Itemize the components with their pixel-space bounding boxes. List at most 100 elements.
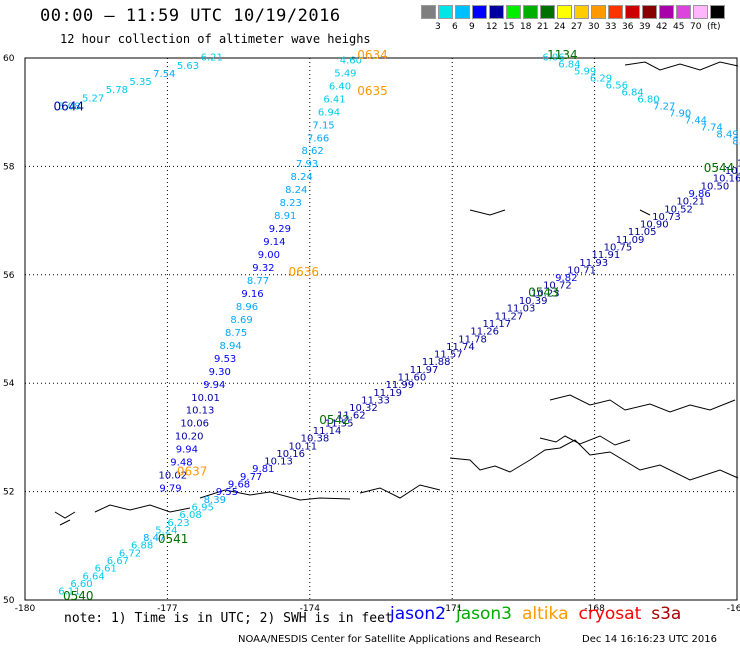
legend-entry: s3a	[651, 604, 682, 624]
wave-height-label: 10.23	[531, 288, 560, 299]
wave-height-label: 9.30	[209, 367, 231, 378]
lon-tick-label: -168	[584, 604, 605, 614]
wave-height-label: 6.88	[131, 541, 153, 552]
map-frame	[24, 57, 738, 601]
wave-height-label: 9.86	[689, 189, 711, 200]
wave-height-label: 9.00	[258, 250, 280, 261]
wave-height-label: 6.84	[558, 60, 580, 71]
page-subtitle: 12 hour collection of altimeter wave hei…	[60, 32, 371, 46]
wave-height-label: 9.16	[241, 289, 263, 300]
wave-height-label: 6.08	[179, 510, 201, 521]
pass-time-label: 0636	[288, 265, 319, 279]
scale-label: 18	[520, 22, 532, 32]
wave-height-label: 8.24	[291, 172, 313, 183]
scale-swatch	[438, 5, 453, 19]
wave-height-label: 6.61	[95, 564, 117, 575]
scale-label: 3	[435, 22, 441, 32]
scale-label: 24	[554, 22, 566, 32]
wave-height-label: 6.56	[606, 81, 628, 92]
wave-height-label: 10.01	[191, 393, 220, 404]
wave-height-label: 6.23	[167, 518, 189, 529]
wave-height-label: 10.13	[264, 457, 293, 468]
wave-height-label: 6.40	[329, 81, 351, 92]
scale-label: 70	[690, 22, 702, 32]
wave-height-label: 11.99	[385, 380, 414, 391]
wave-height-label: 9.68	[228, 480, 250, 491]
wave-height-label: 5.08	[58, 101, 80, 112]
pass-time-label: 0541	[158, 532, 189, 546]
wave-height-label: 10.39	[519, 296, 548, 307]
scale-swatch	[421, 5, 436, 19]
wave-height-label: 11.09	[616, 235, 645, 246]
wave-height-label: 10.16	[276, 449, 305, 460]
wave-height-label: 9.55	[216, 487, 238, 498]
scale-swatch	[489, 5, 504, 19]
wave-height-label: 6.67	[107, 556, 129, 567]
wave-height-label: 5.49	[334, 68, 356, 79]
wave-height-label: 11.62	[337, 411, 366, 422]
wave-height-label: 6.95	[192, 502, 214, 513]
wave-height-label: 6.60	[70, 579, 92, 590]
wave-height-label: 5.63	[177, 61, 199, 72]
wave-height-label: 11.88	[422, 357, 451, 368]
wave-height-label: 10.13	[186, 406, 215, 417]
wave-height-label: 10.72	[543, 281, 572, 292]
coastline	[54, 61, 739, 526]
wave-height-label: 11.26	[470, 327, 499, 338]
pass-time-label: 0644	[53, 100, 84, 114]
wave-height-label: 5.99	[574, 67, 596, 78]
wave-height-label: 10.71	[567, 265, 596, 276]
wave-height-label: 10.75	[604, 243, 633, 254]
wave-height-label: 8.23	[280, 198, 302, 209]
lat-tick-label: 58	[3, 162, 15, 172]
wave-height-label: 11.78	[458, 334, 487, 345]
wave-height-label: 5.24	[155, 525, 177, 536]
wave-height-label: 11.97	[410, 365, 439, 376]
wave-height-label: 10.38	[301, 434, 330, 445]
scale-swatch	[506, 5, 521, 19]
wave-height-label: 9.53	[214, 354, 236, 365]
wave-height-label: 11.60	[398, 372, 427, 383]
wave-height-label: 9.77	[240, 472, 262, 483]
wave-height-label: 6.64	[82, 571, 104, 582]
wave-height-label: 9.94	[176, 445, 198, 456]
wave-height-label: 9.48	[170, 458, 192, 469]
wave-height-label: 5.78	[106, 85, 128, 96]
scale-label: 36	[622, 22, 634, 32]
wave-height-label: 7.54	[153, 69, 175, 80]
scale-label: (ft)	[707, 22, 721, 32]
pass-time-label: 0543	[528, 285, 559, 299]
wave-height-label: 7.93	[296, 159, 318, 170]
wave-height-label: 11.27	[495, 311, 524, 322]
lon-tick-label: -177	[157, 604, 177, 614]
wave-height-label: 10.06	[180, 419, 209, 430]
wave-height-label: 10.32	[349, 403, 378, 414]
wave-height-label: 8.49	[716, 130, 738, 141]
wave-height-label: 11.91	[592, 250, 621, 261]
wave-height-label: 9.79	[159, 484, 181, 495]
wave-height-label: 9.32	[252, 263, 274, 274]
pass-time-label: 0540	[63, 589, 94, 603]
lat-tick-label: 60	[3, 54, 15, 64]
lon-tick-label: -165	[727, 604, 740, 614]
legend-entry: altika	[522, 604, 569, 624]
wave-height-label: 6.41	[323, 94, 345, 105]
wave-height-label: 10.4	[737, 158, 740, 169]
wave-height-label: 10.73	[652, 212, 681, 223]
wave-height-label: 9.14	[263, 237, 285, 248]
lat-tick-label: 50	[3, 596, 15, 606]
scale-swatch	[693, 5, 708, 19]
scale-swatch	[591, 5, 606, 19]
scale-label: 21	[537, 22, 549, 32]
wave-height-label: 6.29	[590, 74, 612, 85]
legend-entry: jason3	[456, 604, 512, 624]
lat-tick-label: 54	[3, 379, 15, 389]
pass-time-label: 0635	[357, 84, 388, 98]
wave-height-label: 7.44	[685, 116, 707, 127]
wave-height-label: 10.36	[725, 166, 740, 177]
wave-height-label: 8.91	[274, 211, 296, 222]
wave-height-label: 8.69	[732, 137, 740, 148]
wave-height-label: 5.27	[82, 93, 104, 104]
scale-swatch	[710, 5, 725, 19]
